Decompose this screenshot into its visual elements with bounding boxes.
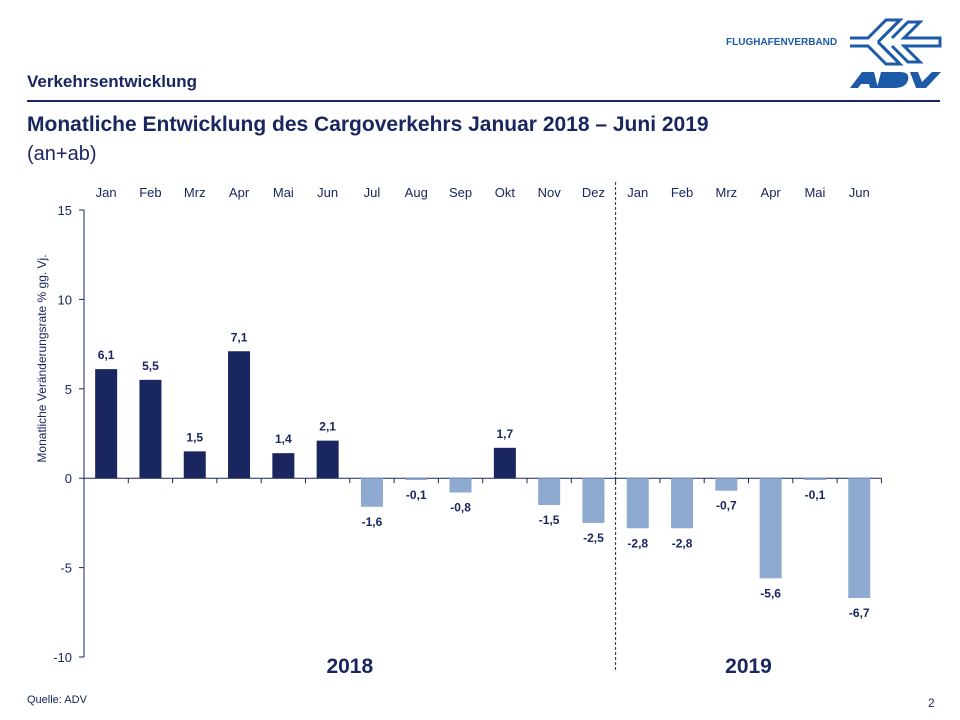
data-label: -2,8 [627,536,648,550]
bar [582,478,605,523]
bar [95,369,118,479]
year-label: 2018 [326,655,373,678]
x-tick-label: Okt [495,185,516,200]
x-tick-label: Jan [627,185,648,200]
data-label: 6,1 [98,348,115,362]
data-label: -5,6 [760,586,781,600]
data-label: -2,8 [672,536,693,550]
y-tick-label: -5 [60,561,72,576]
y-axis-title: Monatliche Veränderungsrate % gg. Vj. [35,254,49,462]
x-tick-label: Mrz [716,185,738,200]
bar [405,478,428,480]
x-tick-label: Apr [761,185,782,200]
x-tick-label: Jun [317,185,338,200]
data-label: 1,5 [186,430,203,444]
data-label: 5,5 [142,359,159,373]
section-heading: Verkehrsentwicklung [27,72,198,91]
x-tick-label: Mai [804,185,825,200]
bar [360,478,383,507]
bar [449,478,472,493]
bar [626,478,649,529]
bar [228,351,251,479]
data-label: -0,8 [450,501,471,515]
data-label: -0,7 [716,499,737,513]
data-label: -2,5 [583,531,604,545]
data-label: 7,1 [231,330,248,344]
bar [493,447,516,479]
page-number: 2 [928,696,935,710]
source-note: Quelle: ADV [27,694,87,706]
y-tick-label: 15 [58,203,72,218]
x-tick-label: Mai [273,185,294,200]
bar [316,440,339,479]
year-label: 2019 [725,655,772,678]
y-tick-label: 10 [58,292,72,307]
bar [848,478,871,598]
data-label: -0,1 [805,488,826,502]
adv-logo [850,18,942,88]
bar [759,478,782,579]
x-tick-label: Dez [582,185,605,200]
bar [183,451,206,479]
x-tick-label: Aug [405,185,428,200]
data-label: -1,6 [362,515,383,529]
data-label: -1,5 [539,513,560,527]
bar [671,478,694,529]
y-tick-label: 0 [65,471,72,486]
bar [272,453,295,479]
x-tick-label: Jul [364,185,381,200]
y-tick-label: 5 [65,382,72,397]
x-tick-label: Sep [449,185,472,200]
data-label: -6,7 [849,606,870,620]
page-subtitle: (an+ab) [27,143,97,165]
x-tick-label: Jun [849,185,870,200]
x-tick-label: Nov [538,185,562,200]
x-tick-label: Mrz [184,185,206,200]
x-tick-label: Jan [96,185,117,200]
data-label: -0,1 [406,488,427,502]
bar [715,478,738,491]
data-label: 1,4 [275,432,292,446]
x-tick-label: Feb [671,185,693,200]
data-label: 1,7 [497,427,514,441]
header-divider [27,100,940,102]
bar [538,478,561,506]
brand-text: FLUGHAFENVERBAND [726,37,838,48]
bar [139,379,162,479]
page-title: Monatliche Entwicklung des Cargoverkehrs… [27,113,709,136]
y-tick-label: -10 [53,650,72,665]
x-tick-label: Feb [139,185,161,200]
data-label: 2,1 [319,420,336,434]
x-tick-label: Apr [229,185,250,200]
bar [803,478,826,480]
